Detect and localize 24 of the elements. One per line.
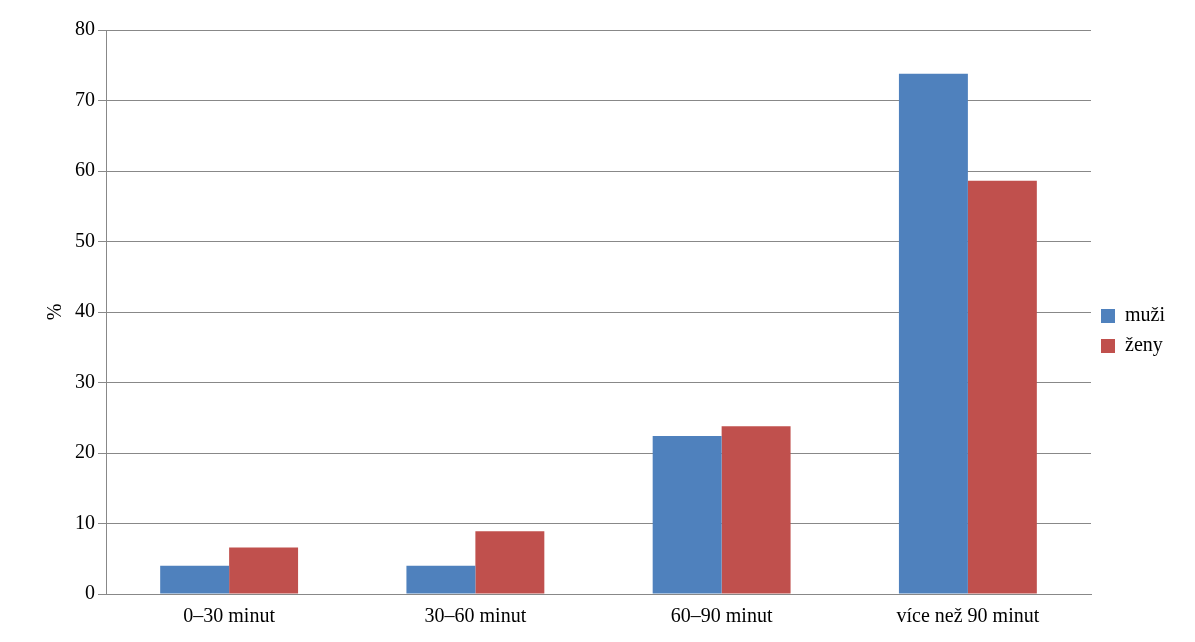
y-tick-label: 60 <box>75 158 95 181</box>
bar <box>160 565 230 594</box>
x-tick-label: 0–30 minut <box>183 604 276 627</box>
bar <box>898 73 968 594</box>
bar <box>967 180 1037 594</box>
y-tick-label: 40 <box>75 299 95 322</box>
y-tick-label: 30 <box>75 369 95 392</box>
bar <box>229 547 299 594</box>
y-tick-label: 10 <box>75 510 95 533</box>
y-tick-label: 0 <box>85 581 95 604</box>
legend-label: muži <box>1125 303 1166 326</box>
x-tick-label: více než 90 minut <box>896 604 1040 627</box>
y-tick-label: 80 <box>75 17 95 40</box>
bar <box>721 426 791 594</box>
x-tick-label: 60–90 minut <box>670 604 773 627</box>
y-tick-label: 70 <box>75 87 95 110</box>
y-tick-label: 50 <box>75 228 95 251</box>
x-tick-label: 30–60 minut <box>424 604 527 627</box>
bar <box>652 436 722 594</box>
y-axis-title: % <box>43 303 66 321</box>
y-tick-label: 20 <box>75 440 95 463</box>
bar <box>475 531 545 594</box>
bar <box>406 565 476 594</box>
legend-label: ženy <box>1125 333 1163 357</box>
